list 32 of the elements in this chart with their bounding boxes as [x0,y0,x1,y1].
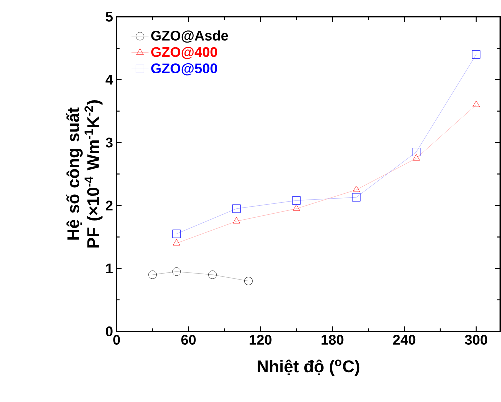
point [292,204,300,212]
point [172,230,181,238]
y-tick-label: 0 [106,326,113,337]
y-tick-label: 4 [106,75,114,85]
point [412,148,421,157]
y-tick-label: 3 [106,138,113,148]
x-tick-label: 300 [465,335,488,346]
point [352,194,361,202]
x-tick-label: 240 [393,335,416,346]
x-tick-label: 120 [250,335,272,346]
point [232,204,241,214]
y-tick-label: 2 [106,201,113,211]
point [352,186,360,192]
point [412,154,420,161]
x-tick-label: 60 [182,335,196,346]
y-tick-label: 5 [106,12,113,22]
x-tick-label: 180 [322,335,344,346]
point [208,271,217,280]
y-tick-label: 1 [106,264,113,274]
point [172,268,181,276]
legend-label: GZO@Asde [152,30,228,44]
point [148,271,158,280]
point [472,50,481,60]
point [472,101,480,108]
point [244,277,253,286]
point [173,240,180,246]
x-tick-label: 0 [114,335,120,346]
legend-label: GZO@500 [152,64,218,76]
point [292,196,301,206]
x-axis-title: Nhiệt độ ($^{o}$C) [258,360,360,376]
legend-label: GZO@400 [152,47,218,60]
point [233,218,240,224]
